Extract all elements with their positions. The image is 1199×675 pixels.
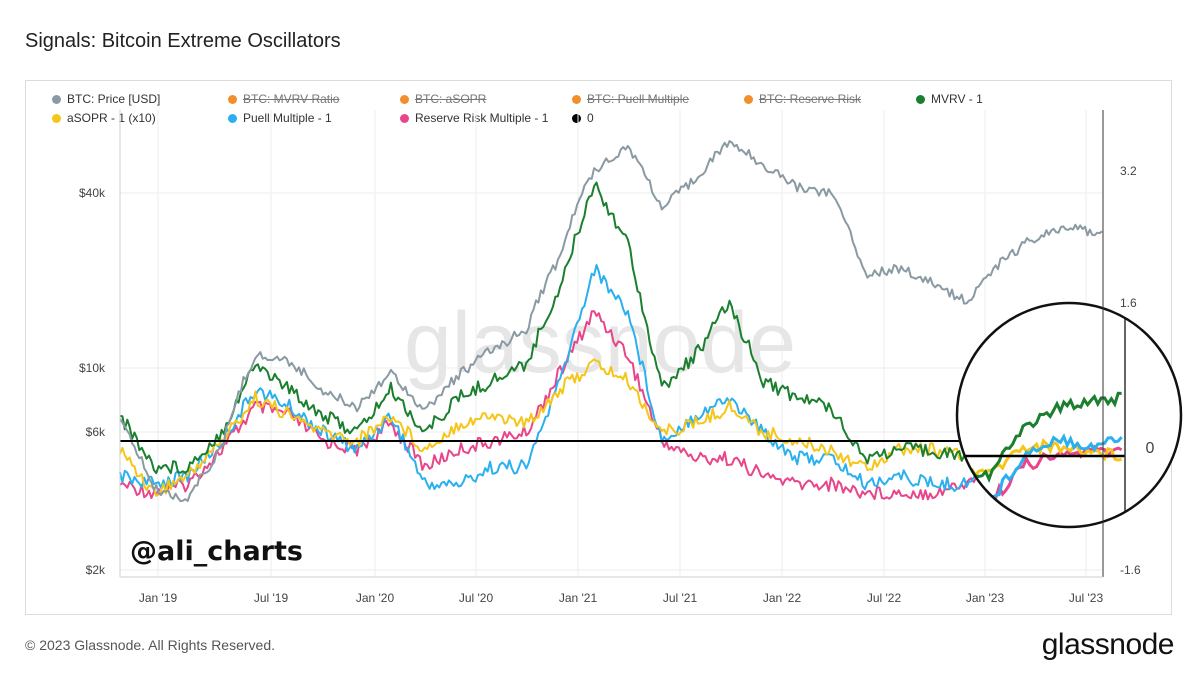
x-tick-label: Jan '20 [356,591,395,605]
legend-swatch [52,94,61,104]
legend-item[interactable]: BTC: Price [USD] [52,92,160,106]
legend-item[interactable]: 0 [572,111,594,125]
axes: Jan '19 Jul '19 Jan '20 Jul '20 Jan '21 Jul '… [79,110,1141,605]
watermark: glassnode [404,295,796,391]
x-tick-label: Jul '19 [254,591,289,605]
chart-title: Signals: Bitcoin Extreme Oscillators [25,30,341,52]
handle-label: @ali_charts [130,536,303,567]
legend-swatch [744,94,753,104]
y-left-tick-label: $2k [86,563,106,577]
y-left-tick-label: $10k [79,361,106,375]
copyright: © 2023 Glassnode. All Rights Reserved. [25,637,276,653]
legend-swatch [228,94,237,104]
series-lines [119,140,1120,503]
x-tick-label: Jan '21 [559,591,598,605]
legend-label: Reserve Risk Multiple - 1 [415,111,549,125]
series-line-asopr-1-x10 [119,358,1103,497]
legend-item[interactable]: BTC: aSOPR [400,92,486,106]
series-line-btc-price-usd [119,140,1103,503]
legend-label: Puell Multiple - 1 [243,111,332,125]
x-tick-label: Jan '23 [966,591,1005,605]
legend-label: BTC: MVRV Ratio [243,92,340,106]
legend-label: 0 [587,111,594,125]
y-left-tick-label: $6k [86,425,106,439]
zoom-inset: 0 [955,301,1183,529]
chart-frame [25,80,1172,615]
zoom-line-mvrv-1 [957,391,1122,484]
legend-swatch [228,113,237,123]
zoom-zero-label: 0 [1146,440,1155,457]
legend-item[interactable]: aSOPR - 1 (x10) [52,111,156,125]
legend-item[interactable]: MVRV - 1 [916,92,983,106]
series-line-mvrv-1 [119,181,1103,475]
legend-swatch [916,94,925,104]
legend-label: aSOPR - 1 (x10) [67,111,156,125]
legend-swatch [572,113,581,123]
legend-label: MVRV - 1 [931,92,983,106]
y-right-tick-label: 3.2 [1120,164,1137,178]
legend-item[interactable]: BTC: Reserve Risk [744,92,861,106]
y-left-tick-label: $40k [79,186,106,200]
legend-swatch [400,94,409,104]
zoom-circle-border [955,301,1183,529]
x-tick-label: Jan '19 [139,591,178,605]
legend-label: BTC: aSOPR [415,92,487,106]
legend-item[interactable]: BTC: MVRV Ratio [228,92,339,106]
legend-item[interactable]: BTC: Puell Multiple [572,92,689,106]
x-tick-label: Jan '22 [763,591,802,605]
legend-swatch [52,113,61,123]
x-tick-label: Jul '20 [459,591,494,605]
series-line-puell-multiple-1 [119,264,1103,492]
legend-item[interactable]: Reserve Risk Multiple - 1 [400,111,548,125]
y-right-tick-label: -1.6 [1120,563,1141,577]
brand-logo: glassnode [1041,628,1175,661]
x-tick-label: Jul '21 [663,591,698,605]
x-tick-label: Jul '22 [867,591,902,605]
legend-label: BTC: Puell Multiple [587,92,690,106]
y-right-tick-label: 1.6 [1120,296,1137,310]
legend-swatch [572,94,581,104]
legend-label: BTC: Reserve Risk [759,92,862,106]
legend-label: BTC: Price [USD] [67,92,161,106]
x-tick-label: Jul '23 [1069,591,1104,605]
legend-item[interactable]: Puell Multiple - 1 [228,111,332,125]
legend-swatch [400,113,409,123]
